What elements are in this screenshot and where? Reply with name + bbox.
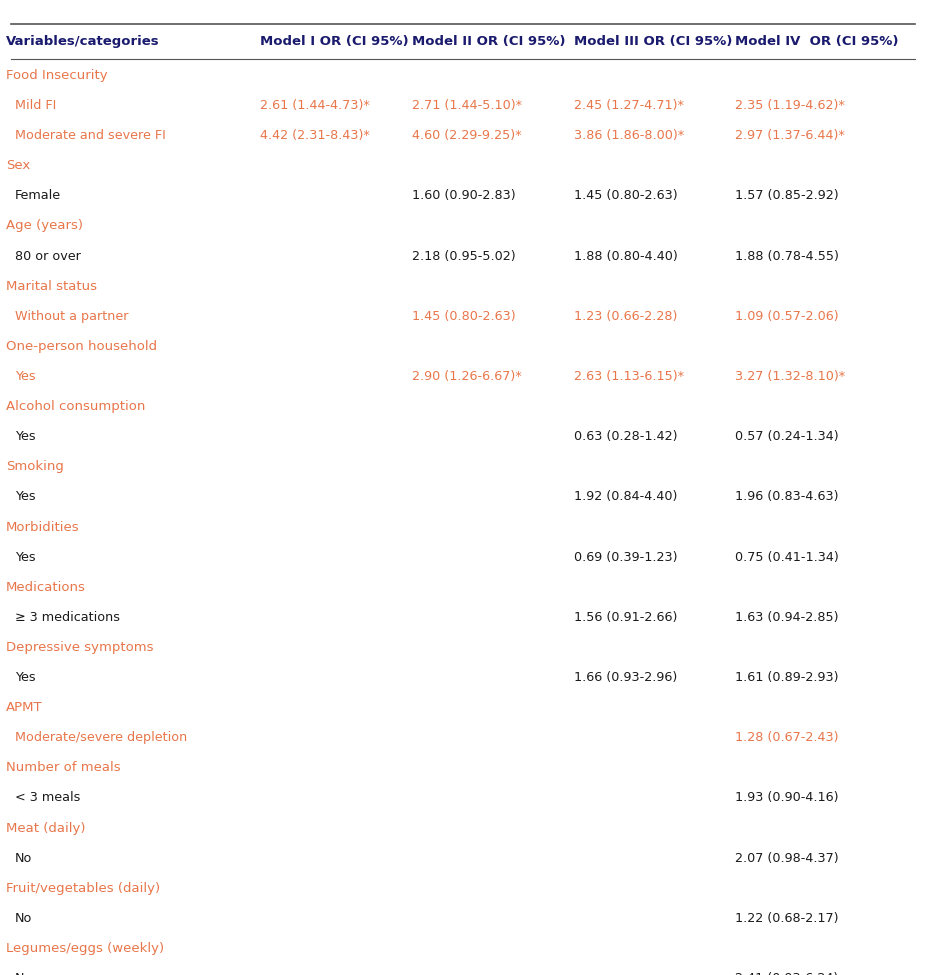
Text: Model III OR (CI 95%): Model III OR (CI 95%)	[573, 35, 732, 48]
Text: Yes: Yes	[15, 551, 36, 564]
Text: 1.88 (0.80-4.40): 1.88 (0.80-4.40)	[573, 250, 678, 262]
Text: APMT: APMT	[6, 701, 42, 714]
Text: Age (years): Age (years)	[6, 219, 83, 232]
Text: No: No	[15, 912, 33, 925]
Text: Depressive symptoms: Depressive symptoms	[6, 641, 153, 654]
Text: Without a partner: Without a partner	[15, 310, 129, 323]
Text: 1.28 (0.67-2.43): 1.28 (0.67-2.43)	[735, 731, 838, 744]
Text: 1.45 (0.80-2.63): 1.45 (0.80-2.63)	[412, 310, 516, 323]
Text: 1.88 (0.78-4.55): 1.88 (0.78-4.55)	[735, 250, 839, 262]
Text: No: No	[15, 972, 33, 975]
Text: 2.97 (1.37-6.44)*: 2.97 (1.37-6.44)*	[735, 129, 845, 142]
Text: 4.60 (2.29-9.25)*: 4.60 (2.29-9.25)*	[412, 129, 522, 142]
Text: 1.66 (0.93-2.96): 1.66 (0.93-2.96)	[573, 671, 677, 684]
Text: Alcohol consumption: Alcohol consumption	[6, 400, 146, 413]
Text: 1.56 (0.91-2.66): 1.56 (0.91-2.66)	[573, 610, 677, 624]
Text: Marital status: Marital status	[6, 280, 97, 292]
Text: 4.42 (2.31-8.43)*: 4.42 (2.31-8.43)*	[259, 129, 369, 142]
Text: No: No	[15, 852, 33, 865]
Text: 3.27 (1.32-8.10)*: 3.27 (1.32-8.10)*	[735, 370, 845, 383]
Text: 1.93 (0.90-4.16): 1.93 (0.90-4.16)	[735, 792, 838, 804]
Text: ≥ 3 medications: ≥ 3 medications	[15, 610, 120, 624]
Text: Number of meals: Number of meals	[6, 761, 120, 774]
Text: 1.09 (0.57-2.06): 1.09 (0.57-2.06)	[735, 310, 838, 323]
Text: 1.60 (0.90-2.83): 1.60 (0.90-2.83)	[412, 189, 516, 203]
Text: 1.23 (0.66-2.28): 1.23 (0.66-2.28)	[573, 310, 677, 323]
Text: 2.07 (0.98-4.37): 2.07 (0.98-4.37)	[735, 852, 838, 865]
Text: 1.61 (0.89-2.93): 1.61 (0.89-2.93)	[735, 671, 838, 684]
Text: Medications: Medications	[6, 581, 86, 594]
Text: 2.41 (0.93-6.24): 2.41 (0.93-6.24)	[735, 972, 838, 975]
Text: < 3 meals: < 3 meals	[15, 792, 81, 804]
Text: Fruit/vegetables (daily): Fruit/vegetables (daily)	[6, 881, 160, 895]
Text: Model IV  OR (CI 95%): Model IV OR (CI 95%)	[735, 35, 899, 48]
Text: Model I OR (CI 95%): Model I OR (CI 95%)	[259, 35, 409, 48]
Text: 3.86 (1.86-8.00)*: 3.86 (1.86-8.00)*	[573, 129, 684, 142]
Text: Yes: Yes	[15, 430, 36, 444]
Text: 80 or over: 80 or over	[15, 250, 81, 262]
Text: 1.92 (0.84-4.40): 1.92 (0.84-4.40)	[573, 490, 677, 503]
Text: 0.57 (0.24-1.34): 0.57 (0.24-1.34)	[735, 430, 838, 444]
Text: Meat (daily): Meat (daily)	[6, 822, 86, 835]
Text: 1.45 (0.80-2.63): 1.45 (0.80-2.63)	[573, 189, 678, 203]
Text: Yes: Yes	[15, 370, 36, 383]
Text: 2.90 (1.26-6.67)*: 2.90 (1.26-6.67)*	[412, 370, 522, 383]
Text: Sex: Sex	[6, 159, 30, 173]
Text: 2.45 (1.27-4.71)*: 2.45 (1.27-4.71)*	[573, 99, 683, 112]
Text: Food Insecurity: Food Insecurity	[6, 69, 107, 82]
Text: 2.18 (0.95-5.02): 2.18 (0.95-5.02)	[412, 250, 516, 262]
Text: Female: Female	[15, 189, 61, 203]
Text: 1.57 (0.85-2.92): 1.57 (0.85-2.92)	[735, 189, 838, 203]
Text: Mild FI: Mild FI	[15, 99, 56, 112]
Text: 0.69 (0.39-1.23): 0.69 (0.39-1.23)	[573, 551, 677, 564]
Text: One-person household: One-person household	[6, 340, 157, 353]
Text: 0.75 (0.41-1.34): 0.75 (0.41-1.34)	[735, 551, 839, 564]
Text: 2.63 (1.13-6.15)*: 2.63 (1.13-6.15)*	[573, 370, 683, 383]
Text: Moderate and severe FI: Moderate and severe FI	[15, 129, 166, 142]
Text: 0.63 (0.28-1.42): 0.63 (0.28-1.42)	[573, 430, 677, 444]
Text: 1.22 (0.68-2.17): 1.22 (0.68-2.17)	[735, 912, 838, 925]
Text: 2.61 (1.44-4.73)*: 2.61 (1.44-4.73)*	[259, 99, 369, 112]
Text: 2.35 (1.19-4.62)*: 2.35 (1.19-4.62)*	[735, 99, 845, 112]
Text: Legumes/eggs (weekly): Legumes/eggs (weekly)	[6, 942, 164, 955]
Text: Moderate/severe depletion: Moderate/severe depletion	[15, 731, 187, 744]
Text: Variables/categories: Variables/categories	[6, 35, 160, 48]
Text: Yes: Yes	[15, 490, 36, 503]
Text: Model II OR (CI 95%): Model II OR (CI 95%)	[412, 35, 566, 48]
Text: Morbidities: Morbidities	[6, 521, 80, 533]
Text: Smoking: Smoking	[6, 460, 64, 473]
Text: 1.63 (0.94-2.85): 1.63 (0.94-2.85)	[735, 610, 838, 624]
Text: Yes: Yes	[15, 671, 36, 684]
Text: 2.71 (1.44-5.10)*: 2.71 (1.44-5.10)*	[412, 99, 523, 112]
Text: 1.96 (0.83-4.63): 1.96 (0.83-4.63)	[735, 490, 838, 503]
